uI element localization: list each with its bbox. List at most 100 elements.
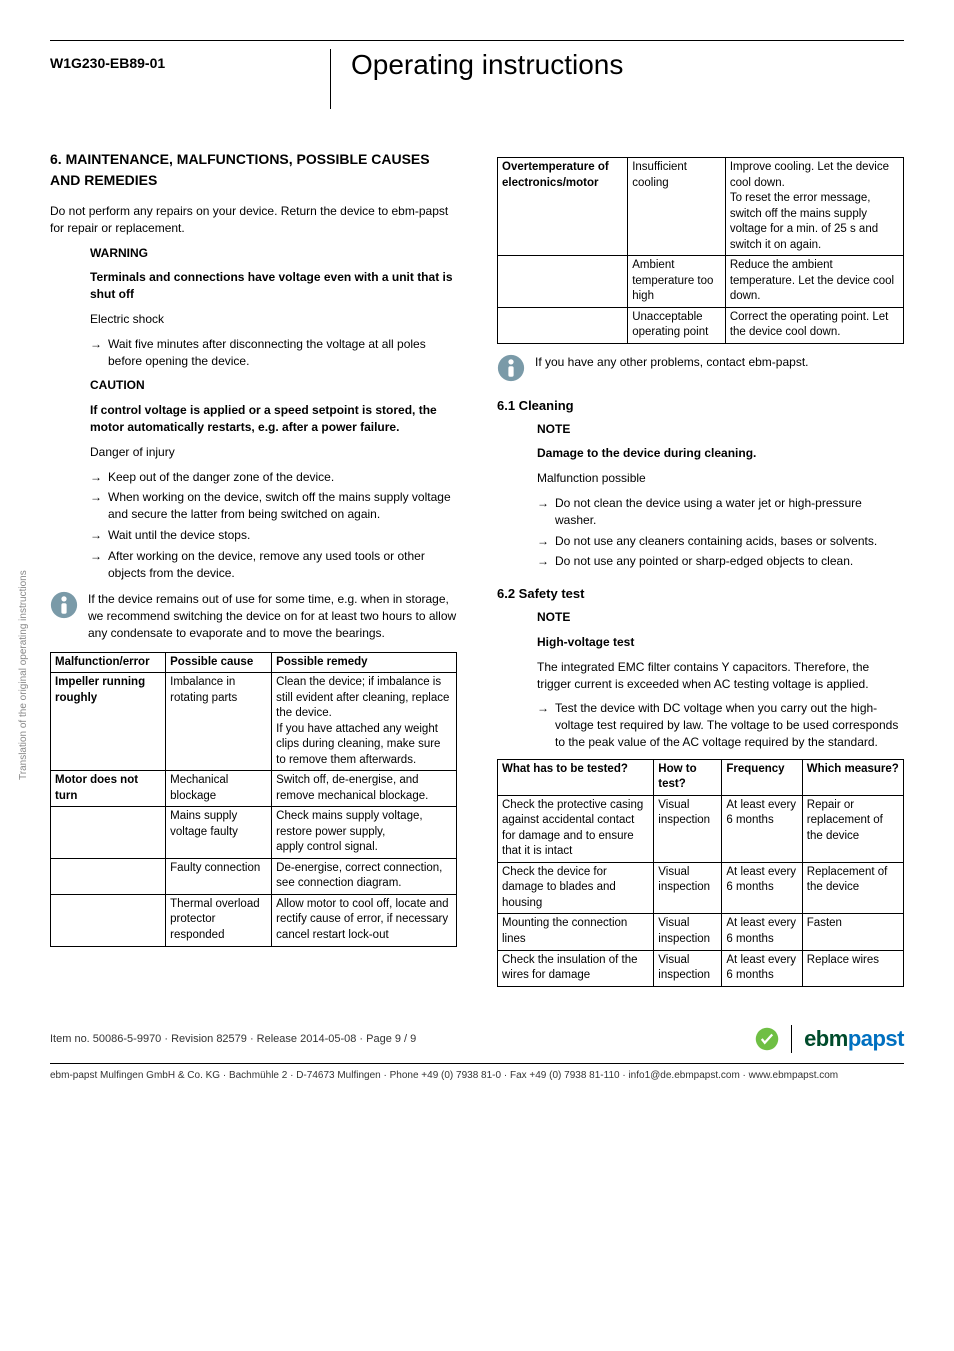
table-cell: Fasten [802, 914, 903, 950]
table-cell: Ambient temperature too high [628, 256, 726, 308]
arrow-icon: → [537, 553, 555, 570]
table-header: Frequency [722, 759, 802, 795]
document-code: W1G230-EB89-01 [50, 49, 330, 71]
table-cell: Check the insulation of the wires for da… [498, 950, 654, 986]
side-note: Translation of the original operating in… [18, 570, 29, 780]
caution-item-text: Wait until the device stops. [108, 527, 457, 544]
cleaning-note-heading: Damage to the device during cleaning. [537, 446, 756, 460]
table-row: Mains supply voltage faultyCheck mains s… [51, 807, 457, 859]
table-cell: Mains supply voltage faulty [166, 807, 272, 859]
caution-item: →When working on the device, switch off … [90, 489, 457, 523]
arrow-icon: → [537, 533, 555, 550]
caution-heading: If control voltage is applied or a speed… [90, 403, 437, 434]
arrow-icon: → [90, 489, 108, 523]
table-cell: Thermal overload protector responded [166, 894, 272, 946]
warning-sub: Electric shock [90, 311, 457, 328]
page-header: W1G230-EB89-01 Operating instructions [50, 49, 904, 109]
table-header: Possible remedy [272, 652, 457, 673]
cleaning-note-label: NOTE [537, 421, 904, 438]
table-cell: Insufficient cooling [628, 158, 726, 256]
table-cell: Check the device for damage to blades an… [498, 862, 654, 914]
caution-item-text: When working on the device, switch off t… [108, 489, 457, 523]
caution-label: CAUTION [90, 377, 457, 394]
table-cell: Imbalance in rotating parts [166, 673, 272, 771]
warning-label: WARNING [90, 245, 457, 262]
table-cell: De-energise, correct connection, see con… [272, 858, 457, 894]
table-cell [498, 256, 628, 308]
table-row: Check the device for damage to blades an… [498, 862, 904, 914]
safety-note-heading: High-voltage test [537, 635, 634, 649]
arrow-icon: → [90, 469, 108, 486]
table-cell: At least every 6 months [722, 795, 802, 862]
table-cell: Allow motor to cool off, locate and rect… [272, 894, 457, 946]
table-cell: Motor does not turn [51, 771, 166, 807]
table-cell: Replacement of the device [802, 862, 903, 914]
table-cell: Impeller running roughly [51, 673, 166, 771]
table-header: Possible cause [166, 652, 272, 673]
info-icon [50, 591, 78, 619]
caution-item: →After working on the device, remove any… [90, 548, 457, 582]
table-row: Mounting the connection linesVisual insp… [498, 914, 904, 950]
table-cell: At least every 6 months [722, 950, 802, 986]
safety-item-text: Test the device with DC voltage when you… [555, 700, 904, 750]
safety-test-table: What has to be tested?How to test?Freque… [497, 759, 904, 987]
table-cell: Reduce the ambient temperature. Let the … [725, 256, 903, 308]
table-header: How to test? [654, 759, 722, 795]
table-row: Thermal overload protector respondedAllo… [51, 894, 457, 946]
table-row: Motor does not turnMechanical blockageSw… [51, 771, 457, 807]
table-row: Check the protective casing against acci… [498, 795, 904, 862]
table-cell: Check mains supply voltage,restore power… [272, 807, 457, 859]
section-6-title: 6. MAINTENANCE, MALFUNCTIONS, POSSIBLE C… [50, 149, 457, 191]
cleaning-item-text: Do not use any pointed or sharp-edged ob… [555, 553, 904, 570]
cleaning-item-text: Do not use any cleaners containing acids… [555, 533, 904, 550]
table-cell: Mounting the connection lines [498, 914, 654, 950]
intro-text: Do not perform any repairs on your devic… [50, 203, 457, 237]
table-row: Unacceptable operating pointCorrect the … [498, 307, 904, 343]
table-row: Ambient temperature too highReduce the a… [498, 256, 904, 308]
section-6-2-title: 6.2 Safety test [497, 586, 904, 601]
warning-item-text: Wait five minutes after disconnecting th… [108, 336, 457, 370]
table-row: Faulty connectionDe-energise, correct co… [51, 858, 457, 894]
table-cell: Mechanical blockage [166, 771, 272, 807]
warning-item: →Wait five minutes after disconnecting t… [90, 336, 457, 370]
footer-meta: Item no. 50086-5-9970 · Revision 82579 ·… [50, 1033, 743, 1045]
safety-note-text: The integrated EMC filter contains Y cap… [537, 659, 904, 693]
arrow-icon: → [90, 336, 108, 370]
safety-note-label: NOTE [537, 609, 904, 626]
table-cell: Replace wires [802, 950, 903, 986]
table-cell: Faulty connection [166, 858, 272, 894]
right-column: Overtemperature of electronics/motorInsu… [497, 149, 904, 995]
table-header: Malfunction/error [51, 652, 166, 673]
table-cell: Visual inspection [654, 795, 722, 862]
document-title: Operating instructions [351, 49, 623, 81]
page-footer: Item no. 50086-5-9970 · Revision 82579 ·… [50, 1025, 904, 1081]
caution-item-text: After working on the device, remove any … [108, 548, 457, 582]
info-text-2: If you have any other problems, contact … [535, 354, 904, 371]
table-cell: Check the protective casing against acci… [498, 795, 654, 862]
safety-item: →Test the device with DC voltage when yo… [537, 700, 904, 750]
caution-sub: Danger of injury [90, 444, 457, 461]
table-row: Check the insulation of the wires for da… [498, 950, 904, 986]
table-cell: Improve cooling. Let the device cool dow… [725, 158, 903, 256]
arrow-icon: → [537, 700, 555, 750]
cleaning-item: →Do not use any cleaners containing acid… [537, 533, 904, 550]
table-cell: Overtemperature of electronics/motor [498, 158, 628, 256]
table-cell: Clean the device; if imbalance is still … [272, 673, 457, 771]
section-6-1-title: 6.1 Cleaning [497, 398, 904, 413]
table-cell [51, 807, 166, 859]
cleaning-item-text: Do not clean the device using a water je… [555, 495, 904, 529]
table-cell [51, 894, 166, 946]
table-cell: At least every 6 months [722, 862, 802, 914]
info-icon [497, 354, 525, 382]
greentech-badge-icon [755, 1027, 779, 1051]
table-cell: Switch off, de-energise, and remove mech… [272, 771, 457, 807]
cleaning-item: →Do not use any pointed or sharp-edged o… [537, 553, 904, 570]
table-cell [51, 858, 166, 894]
table-cell: Visual inspection [654, 914, 722, 950]
info-text-1: If the device remains out of use for som… [88, 591, 457, 641]
header-divider [330, 49, 331, 109]
table-cell: Visual inspection [654, 862, 722, 914]
cleaning-item: →Do not clean the device using a water j… [537, 495, 904, 529]
caution-item: →Wait until the device stops. [90, 527, 457, 544]
table-header: Which measure? [802, 759, 903, 795]
